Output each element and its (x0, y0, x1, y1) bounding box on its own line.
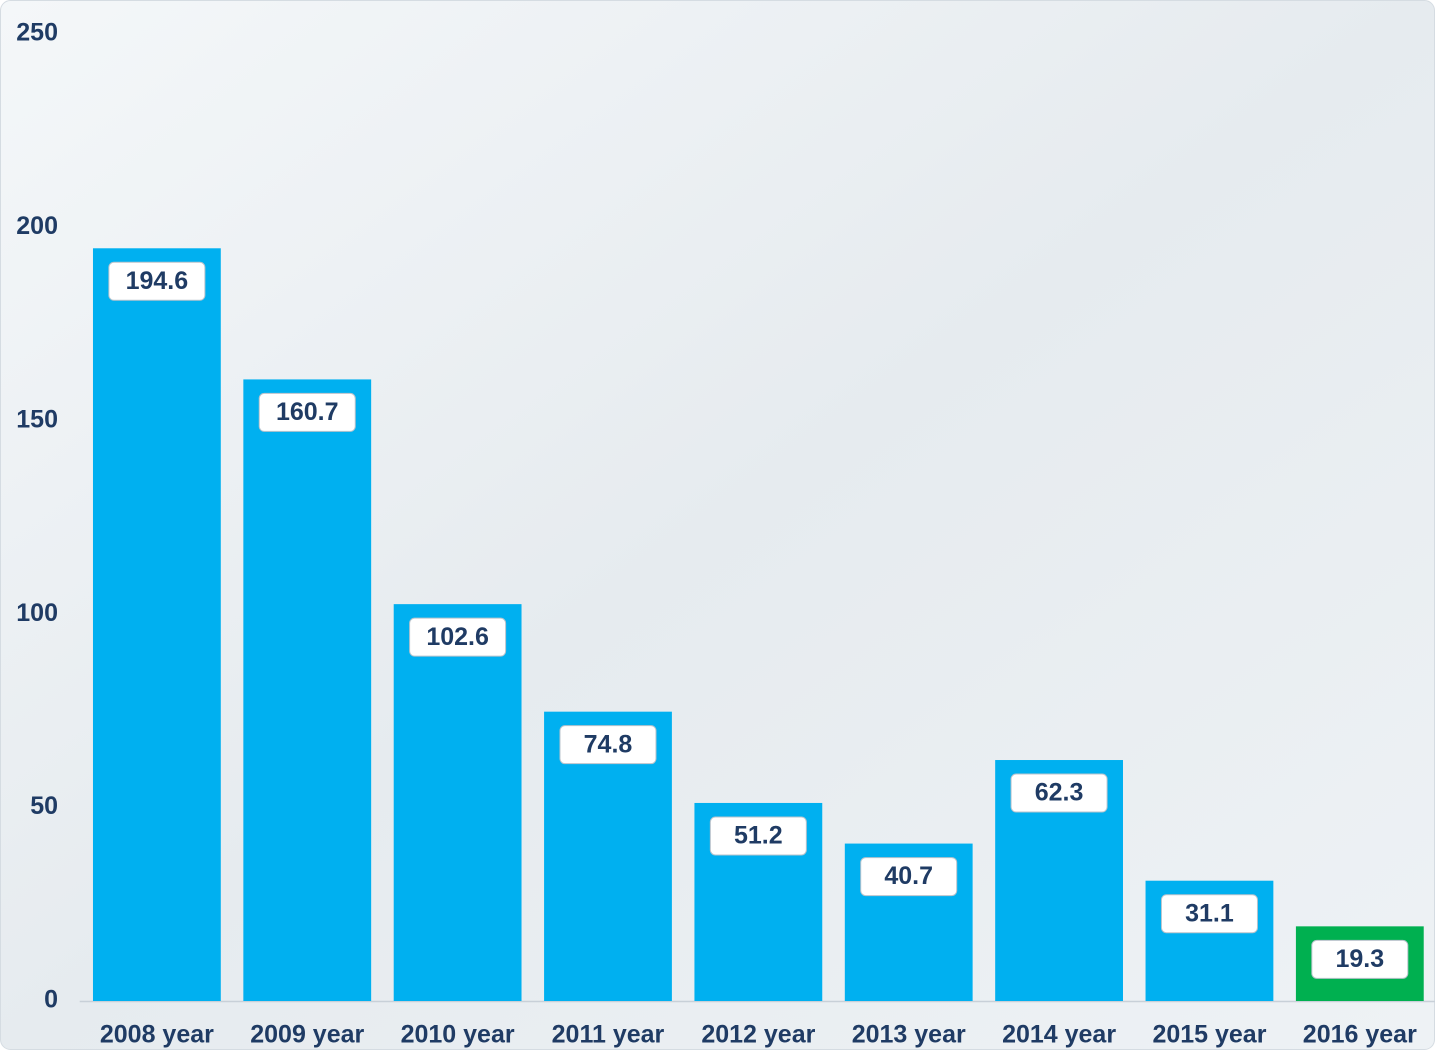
value-label-box (409, 617, 507, 657)
value-label: 40.7 (884, 862, 933, 890)
y-tick-label: 150 (16, 405, 58, 433)
value-label: 160.7 (276, 398, 339, 426)
value-label-box (709, 816, 807, 856)
value-label: 19.3 (1335, 945, 1384, 973)
value-label-box (1010, 773, 1108, 813)
y-tick-label: 50 (30, 792, 58, 820)
x-tick-label: 2012 year (701, 1021, 815, 1049)
value-label: 102.6 (426, 623, 489, 651)
x-tick-label: 2016 year (1303, 1021, 1417, 1049)
y-tick-label: 200 (16, 212, 58, 240)
value-label: 74.8 (584, 730, 633, 758)
value-label: 62.3 (1035, 779, 1084, 807)
x-tick-label: 2011 year (552, 1021, 665, 1049)
value-label-box (258, 392, 356, 432)
value-label-box (559, 725, 657, 765)
y-tick-label: 100 (16, 599, 58, 627)
x-tick-label: 2014 year (1002, 1021, 1116, 1049)
value-label: 194.6 (126, 267, 189, 295)
x-tick-label: 2009 year (250, 1021, 364, 1049)
value-label: 51.2 (734, 822, 783, 850)
value-label-box (108, 261, 206, 301)
x-tick-label: 2010 year (401, 1021, 515, 1049)
value-label-box (1311, 939, 1409, 979)
x-tick-label: 2013 year (852, 1021, 966, 1049)
x-tick-label: 2015 year (1152, 1021, 1266, 1049)
bar (92, 248, 221, 1001)
value-label: 31.1 (1185, 899, 1234, 927)
bar (393, 604, 522, 1001)
value-label-box (1160, 894, 1258, 934)
y-tick-label: 250 (16, 19, 58, 47)
x-tick-label: 2008 year (100, 1021, 214, 1049)
y-tick-label: 0 (44, 986, 58, 1014)
value-label-box (860, 857, 958, 897)
bar (243, 379, 372, 1001)
